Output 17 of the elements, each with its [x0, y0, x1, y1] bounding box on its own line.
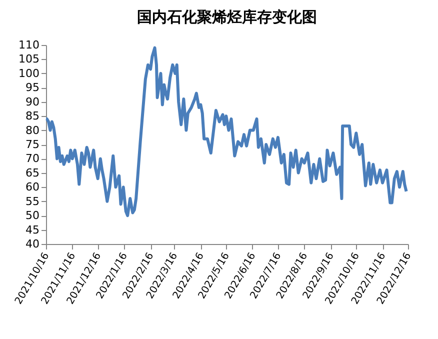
chart-title: 国内石化聚烯烃库存变化图 — [137, 8, 317, 26]
line-series — [44, 46, 408, 218]
y-tick-label: 110 — [18, 38, 40, 52]
y-tick-label: 105 — [18, 52, 40, 66]
y-tick-label: 65 — [26, 166, 40, 180]
y-tick-label: 60 — [26, 180, 40, 194]
y-tick-label: 100 — [18, 66, 40, 80]
y-tick-label: 85 — [26, 110, 40, 123]
y-tick-label: 75 — [26, 138, 40, 151]
y-tick-label: 50 — [26, 209, 40, 222]
y-tick-label: 55 — [26, 194, 40, 208]
y-tick-label: 45 — [26, 223, 40, 236]
y-tick-label: 95 — [26, 81, 40, 94]
y-tick-label: 90 — [26, 95, 40, 108]
y-tick-label: 80 — [26, 124, 40, 137]
y-tick-label: 70 — [26, 152, 40, 166]
y-tick-label: 40 — [26, 238, 40, 250]
